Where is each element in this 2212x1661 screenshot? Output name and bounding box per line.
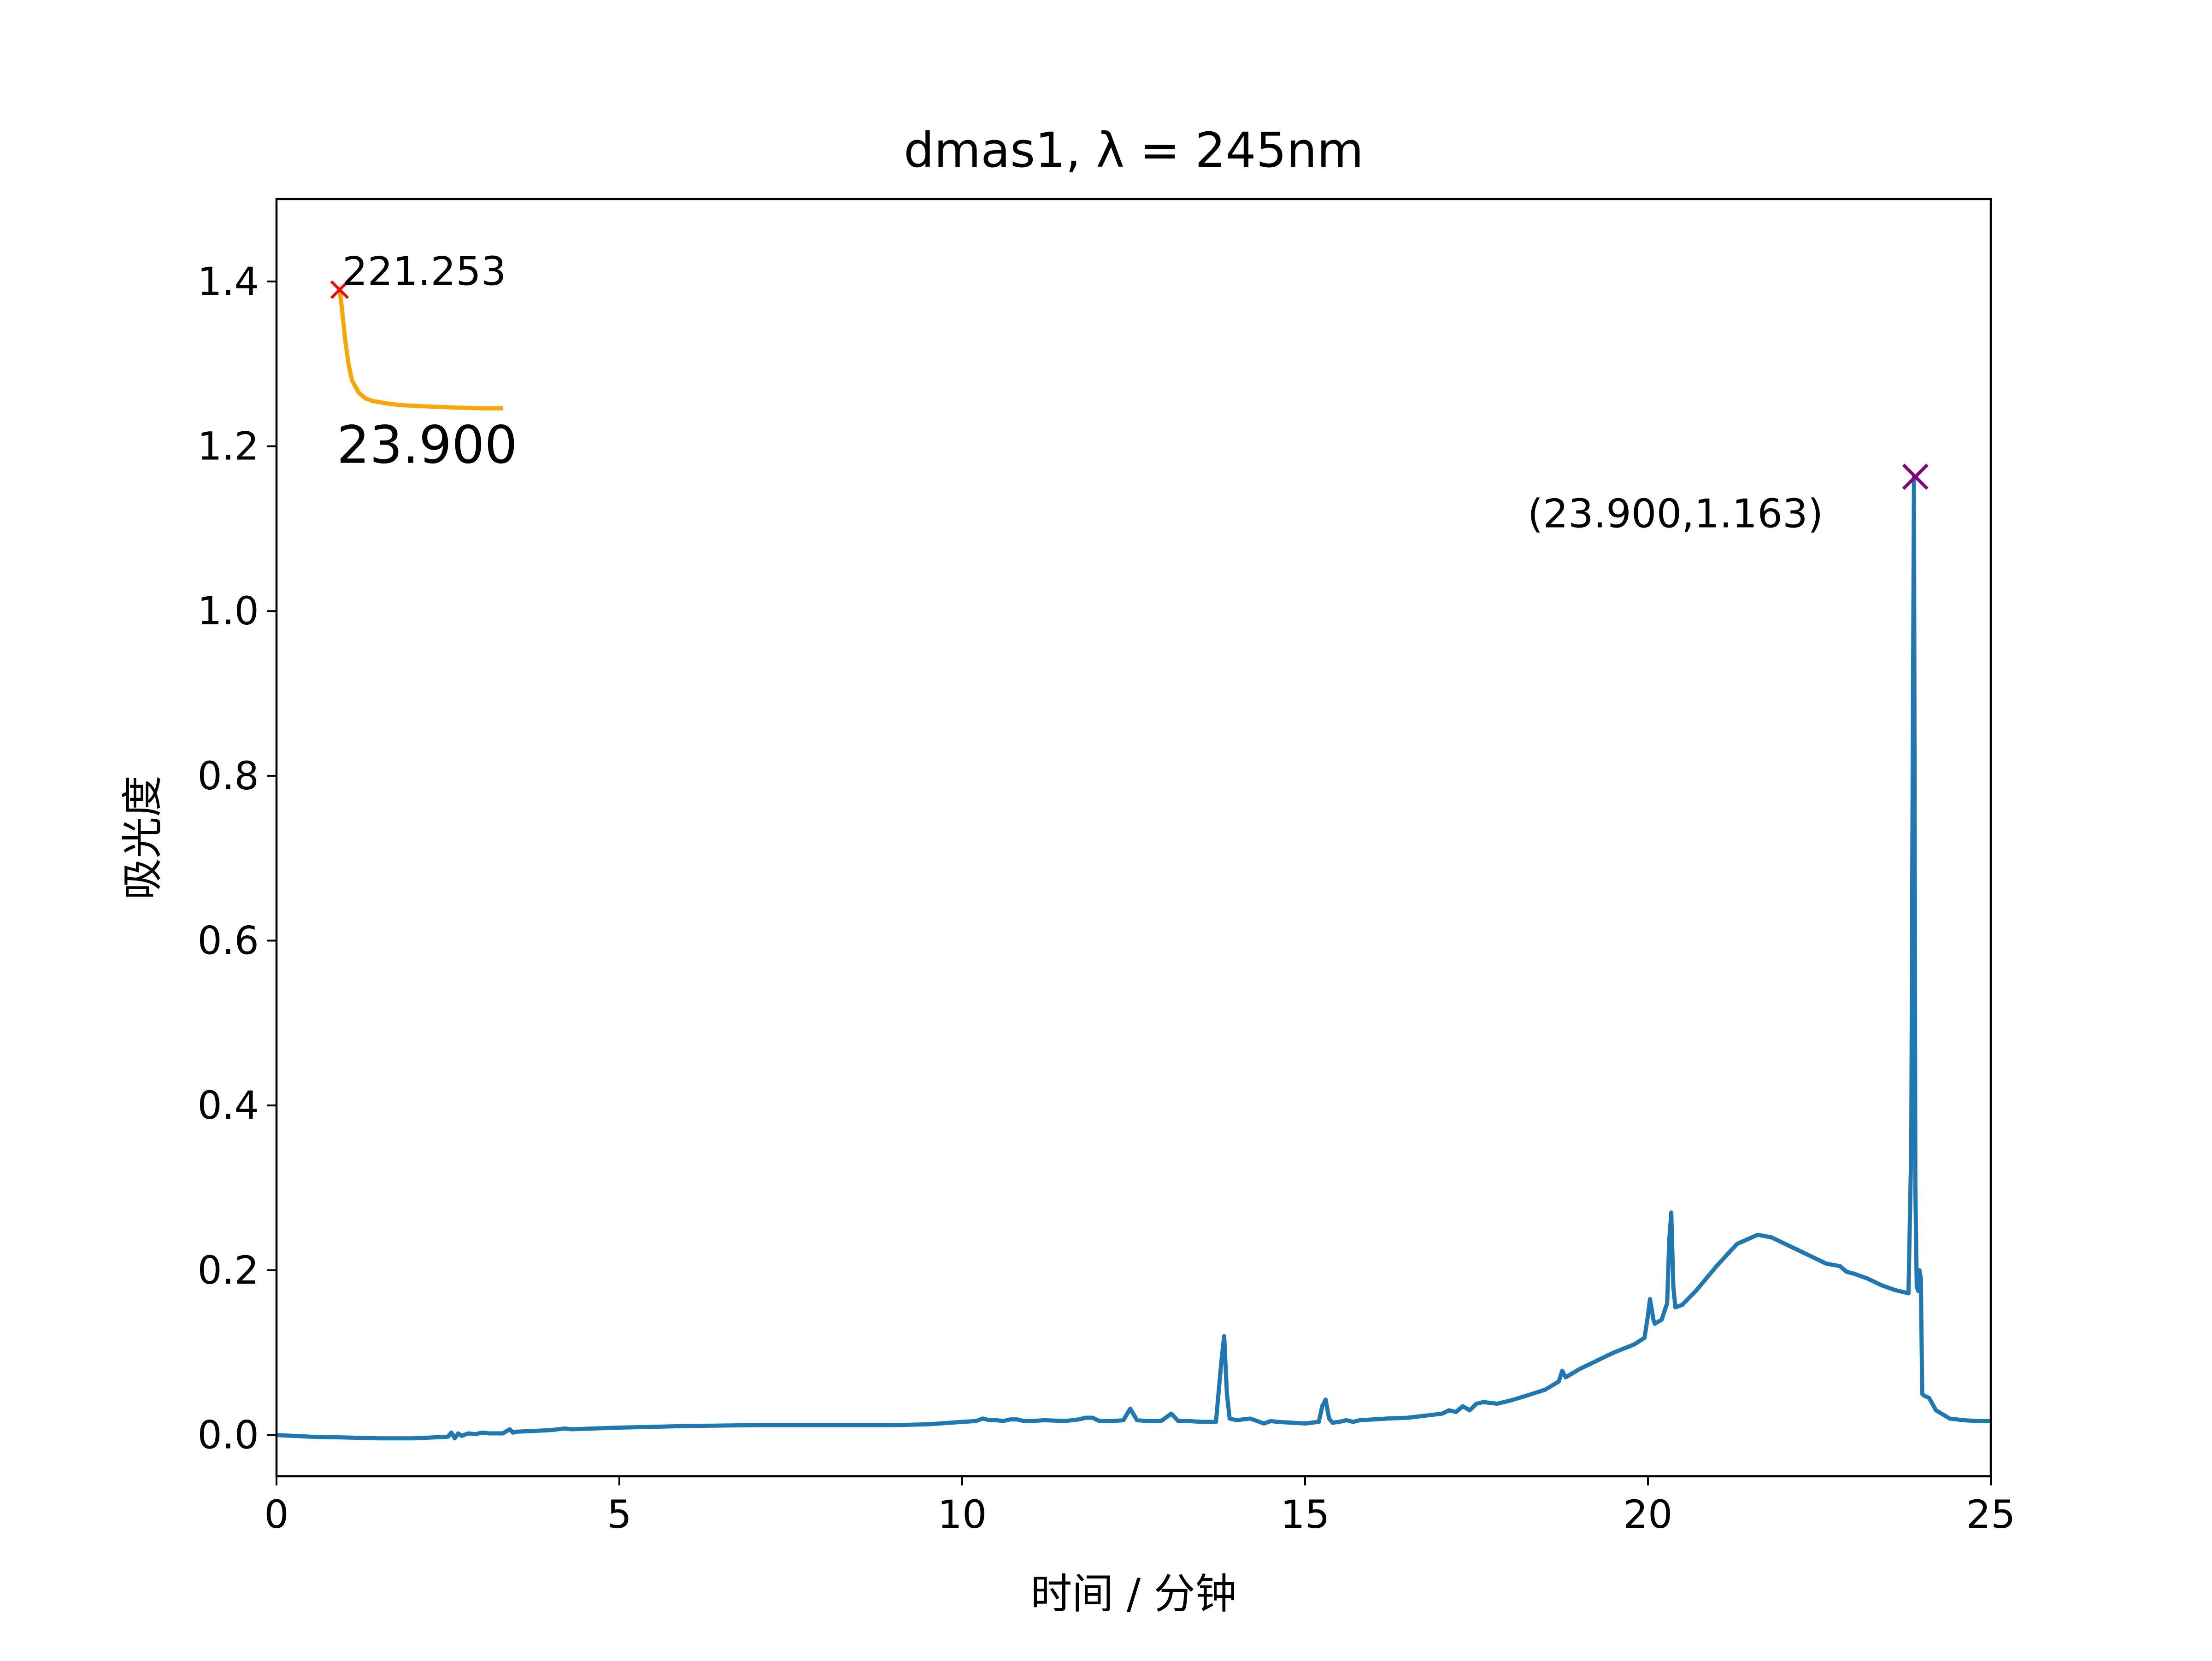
inset-layer: 221.253 23.900: [330, 249, 518, 475]
series-layer: [276, 475, 1991, 1441]
chart-title: dmas1, λ = 245nm: [904, 122, 1364, 178]
y-axis-label: 吸光度: [118, 775, 167, 900]
peak-annotation-label: (23.900,1.163): [1528, 491, 1824, 537]
x-axis-label: 时间 / 分钟: [1030, 1570, 1237, 1618]
y-tick-label: 0.0: [197, 1413, 259, 1458]
x-tick-label: 0: [264, 1492, 288, 1537]
inset-caption: 23.900: [337, 416, 518, 475]
series-line: [276, 475, 1991, 1441]
y-tick-label: 0.4: [197, 1083, 259, 1128]
inset-peak-label: 221.253: [342, 249, 506, 295]
x-tick-label: 5: [607, 1492, 631, 1537]
inset-peak-marker: [330, 280, 349, 299]
x-tick-label: 15: [1281, 1492, 1330, 1537]
x-tick-label: 20: [1624, 1492, 1673, 1537]
annotation-layer: (23.900,1.163): [1528, 464, 1929, 537]
x-tick-label: 25: [1966, 1492, 2016, 1537]
y-tick-label: 1.2: [197, 424, 259, 469]
y-tick-label: 0.8: [197, 753, 259, 798]
y-tick-label: 1.4: [197, 259, 259, 304]
x-tick-label: 10: [938, 1492, 987, 1537]
y-axis-ticks: 0.0 0.2 0.4 0.6 0.8 1.0 1.2 1.4: [197, 259, 276, 1458]
plot-frame: [275, 198, 1992, 1478]
y-tick-label: 1.0: [197, 588, 259, 634]
x-axis-ticks: 0 5 10 15 20 25: [264, 1476, 2015, 1537]
plot-area: [276, 199, 1991, 1476]
y-tick-label: 0.2: [197, 1248, 259, 1293]
y-tick-label: 0.6: [197, 918, 259, 963]
inset-spectrum-line: [337, 289, 503, 411]
peak-marker: [1902, 464, 1929, 490]
